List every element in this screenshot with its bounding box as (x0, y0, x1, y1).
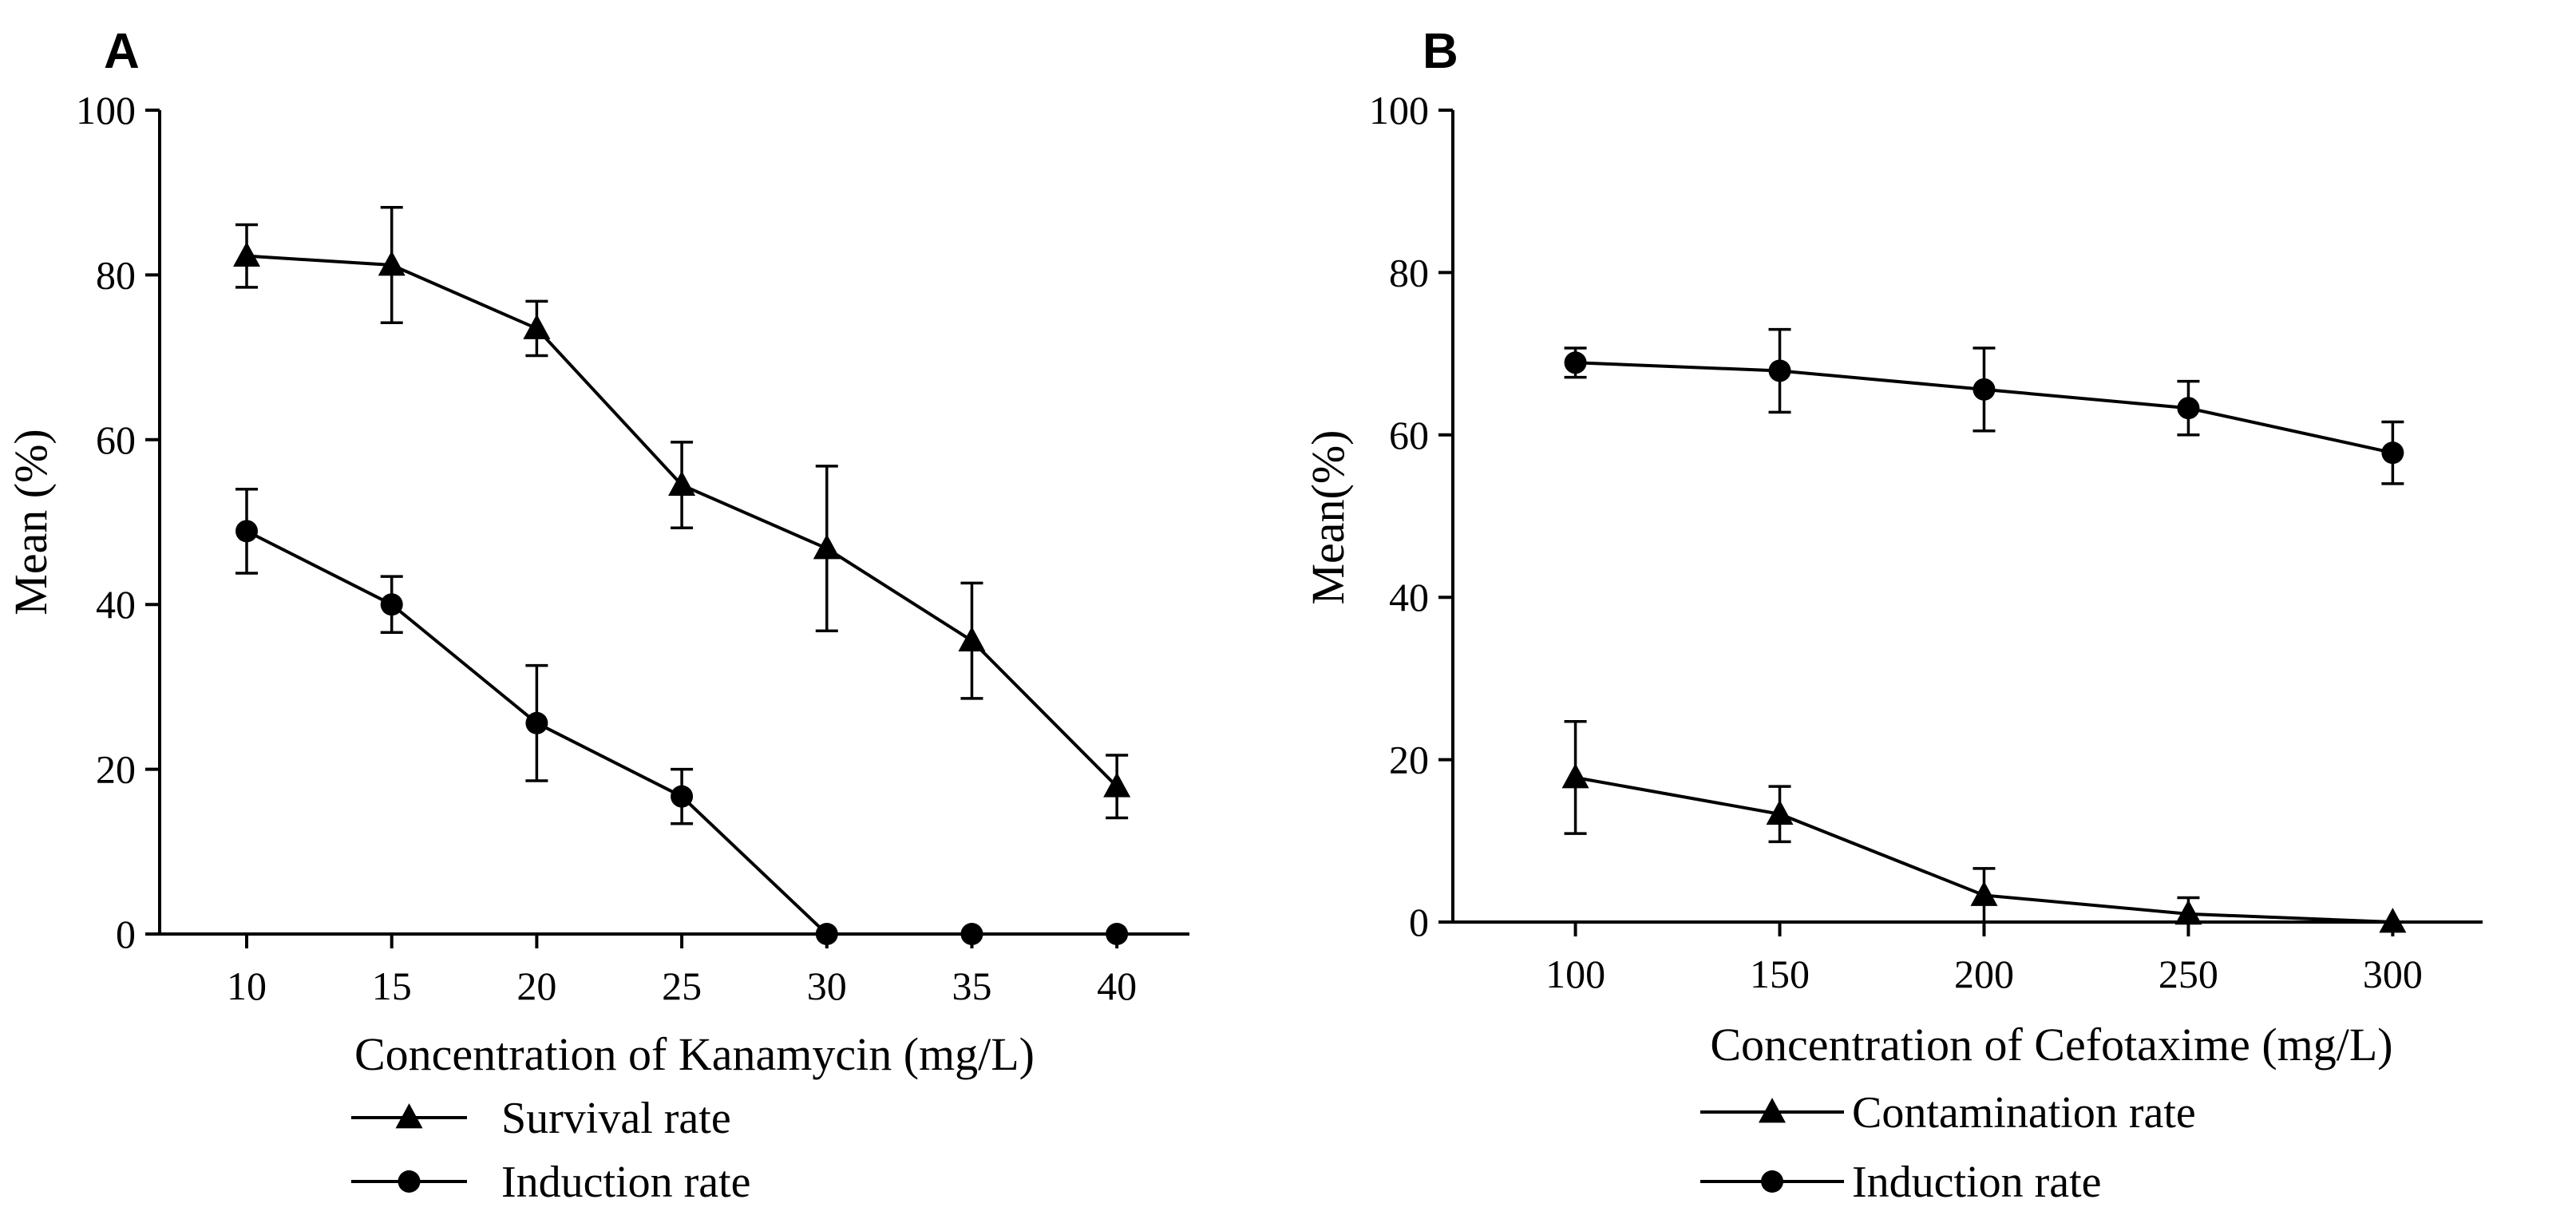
y-tick-label: 60 (96, 418, 136, 462)
panel-a: A 0 20 40 60 80 100 10 15 20 25 30 35 40 Concentration… (5, 24, 1189, 1207)
data-point (960, 923, 983, 945)
data-point (1106, 923, 1129, 945)
y-tick-label: 80 (1389, 250, 1429, 295)
x-tick-label: 15 (372, 964, 412, 1008)
data-point (815, 923, 838, 945)
x-axis-label: Concentration of Cefotaxime (mg/L) (1710, 1019, 2392, 1071)
panel-label: A (104, 24, 140, 79)
y-tick-label: 100 (76, 88, 136, 133)
data-point (813, 534, 841, 560)
x-axis-label: Concentration of Kanamycin (mg/L) (354, 1028, 1035, 1080)
series-induction-rate (235, 487, 1129, 945)
legend-label: Induction rate (1852, 1158, 2102, 1207)
data-point (1768, 359, 1791, 382)
y-axis-label: Mean (%) (5, 429, 57, 615)
x-tick-label: 250 (2159, 952, 2218, 996)
data-point (671, 785, 694, 808)
x-tick-label: 10 (227, 964, 267, 1008)
legend-marker (1759, 1098, 1786, 1123)
legend-entry: Survival rate (351, 1094, 731, 1143)
panel-b: B 0 20 40 60 80 100 100 150 200 250 300 Concentratio… (1302, 24, 2483, 1207)
data-point (235, 520, 259, 543)
data-point (1766, 799, 1794, 825)
panel-label: B (1423, 24, 1458, 79)
data-point (1564, 351, 1587, 374)
data-point (958, 626, 986, 651)
legend-label: Contamination rate (1852, 1088, 2196, 1138)
legend-marker (395, 1103, 423, 1129)
series-line (246, 529, 1118, 936)
data-point (668, 470, 696, 496)
data-point (2174, 899, 2202, 925)
series-induction-rate (1564, 327, 2404, 485)
x-tick-label: 20 (516, 964, 556, 1008)
y-tick-label: 20 (1389, 738, 1429, 782)
x-tick-label: 25 (662, 964, 702, 1008)
data-point (2177, 397, 2200, 420)
x-tick-label: 30 (807, 964, 847, 1008)
data-point (2381, 441, 2404, 465)
legend-entry: Induction rate (351, 1158, 751, 1207)
data-point (2379, 908, 2407, 933)
x-tick-label: 35 (952, 964, 991, 1008)
series-contamination-rate (1561, 720, 2407, 933)
legend-marker (1761, 1170, 1783, 1193)
x-tick-label: 40 (1097, 964, 1137, 1008)
y-tick-label: 100 (1369, 88, 1429, 133)
x-tick-label: 150 (1750, 952, 1810, 996)
y-tick-label: 60 (1389, 413, 1429, 457)
legend-entry: Induction rate (1700, 1158, 2102, 1207)
legend-label: Induction rate (501, 1158, 751, 1207)
legend-label: Survival rate (501, 1094, 731, 1143)
y-tick-label: 80 (96, 252, 136, 297)
legend-entry: Contamination rate (1700, 1088, 2196, 1138)
y-tick-label: 40 (1389, 575, 1429, 619)
series-survival-rate (233, 206, 1131, 820)
y-axis-label: Mean(%) (1302, 429, 1354, 604)
y-tick-label: 0 (116, 912, 136, 956)
x-tick-label: 100 (1545, 952, 1605, 996)
data-point (1973, 378, 1996, 401)
data-point (525, 711, 548, 734)
y-tick-label: 0 (1409, 900, 1429, 944)
data-point (523, 314, 551, 339)
data-point (233, 241, 261, 267)
data-point (378, 251, 406, 276)
data-point (1970, 881, 1998, 906)
x-tick-label: 300 (2363, 952, 2423, 996)
y-tick-label: 40 (96, 582, 136, 627)
x-tick-label: 200 (1954, 952, 2014, 996)
data-point (1561, 763, 1589, 789)
legend-marker (398, 1170, 421, 1193)
data-point (1103, 772, 1131, 798)
data-point (380, 593, 403, 616)
y-tick-label: 20 (96, 747, 136, 792)
